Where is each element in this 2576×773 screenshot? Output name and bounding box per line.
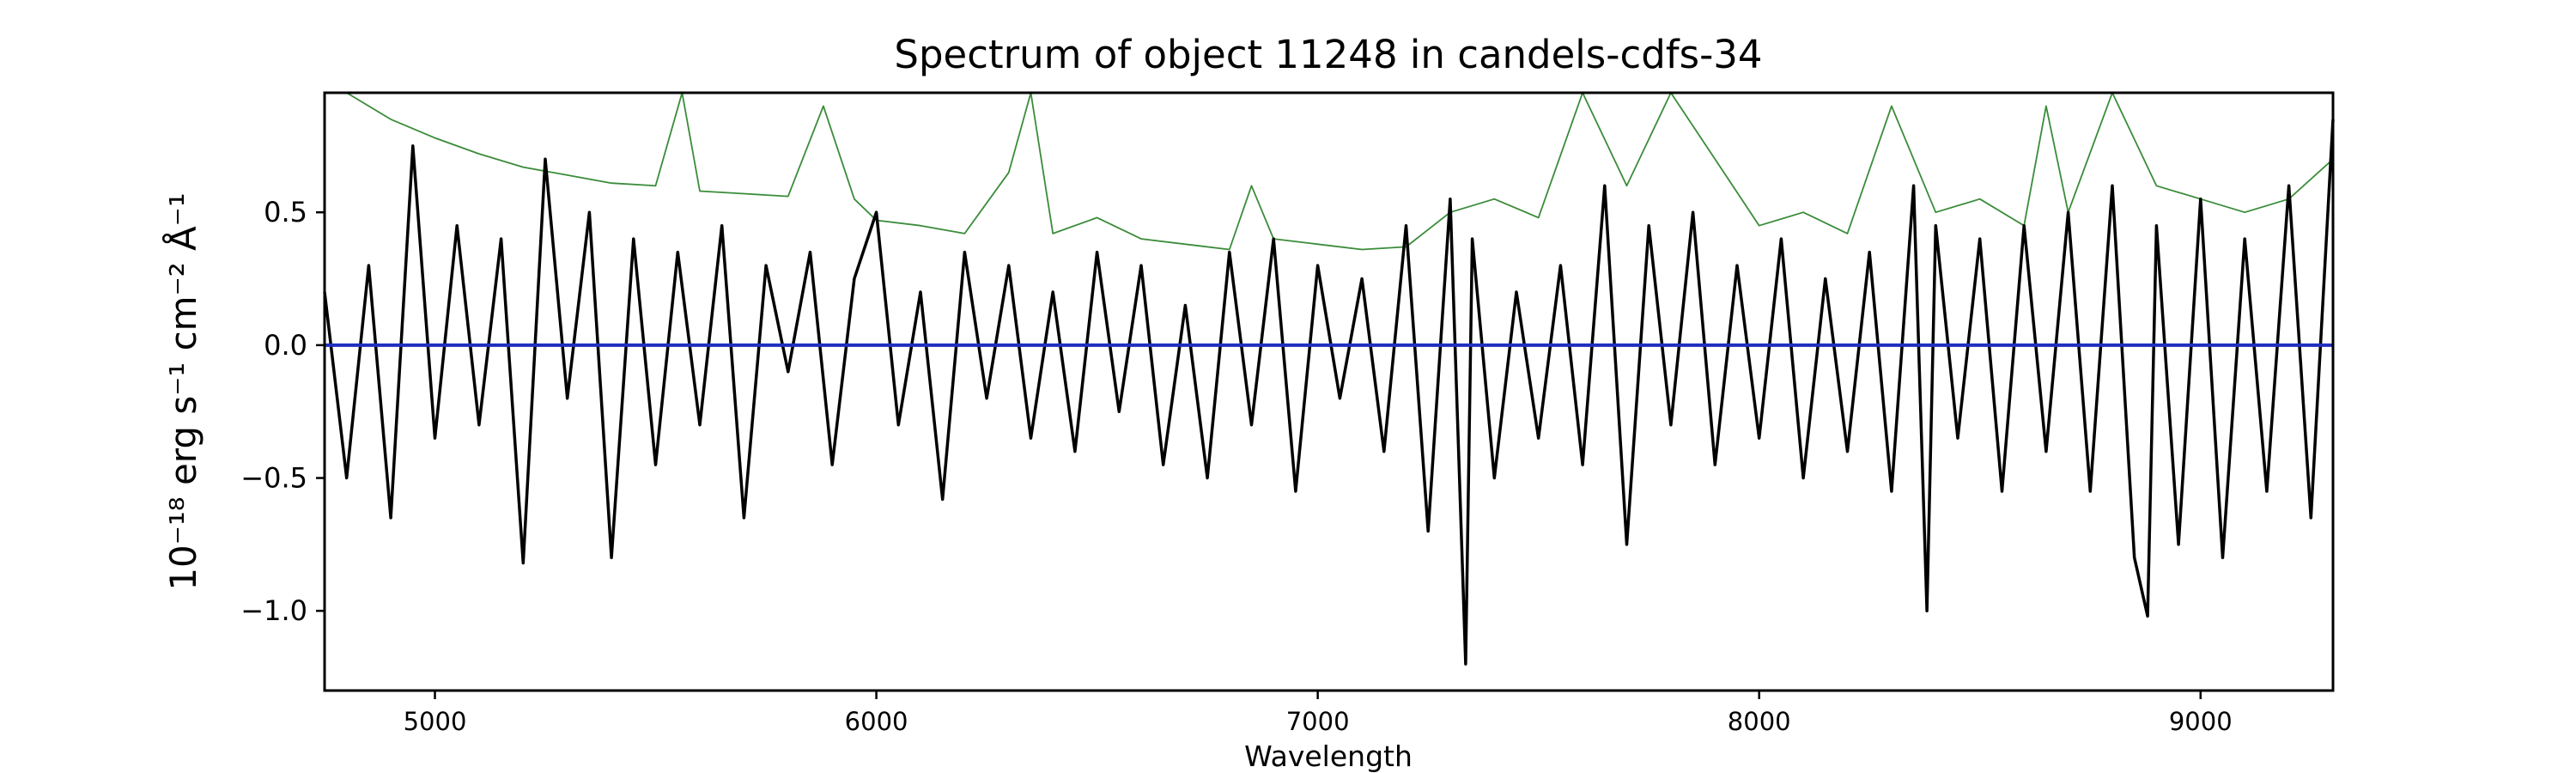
y-tick-label: 0.5 bbox=[264, 196, 307, 228]
plot-frame bbox=[323, 91, 2335, 692]
x-tick-label: 5000 bbox=[404, 707, 467, 736]
x-axis-ticks: 5000 6000 7000 8000 9000 bbox=[404, 691, 2233, 736]
series-layer bbox=[323, 92, 2335, 666]
y-axis-ticks: −1.0 −0.5 0.0 0.5 bbox=[240, 196, 325, 627]
y-tick-label: 0.0 bbox=[264, 329, 307, 362]
y-tick-label: −0.5 bbox=[240, 462, 307, 495]
x-axis-label: Wavelength bbox=[1244, 740, 1413, 773]
x-tick-label: 8000 bbox=[1728, 707, 1791, 736]
chart-title: Spectrum of object 11248 in candels-cdfs… bbox=[894, 32, 1762, 77]
y-tick-label: −1.0 bbox=[240, 594, 307, 627]
error-series-line bbox=[325, 92, 2334, 251]
x-tick-label: 9000 bbox=[2169, 707, 2233, 736]
x-tick-label: 6000 bbox=[845, 707, 908, 736]
y-axis-label: 10⁻¹⁸ erg s⁻¹ cm⁻² Å⁻¹ bbox=[161, 192, 204, 590]
flux-series-line bbox=[323, 119, 2335, 666]
x-tick-label: 7000 bbox=[1286, 707, 1350, 736]
